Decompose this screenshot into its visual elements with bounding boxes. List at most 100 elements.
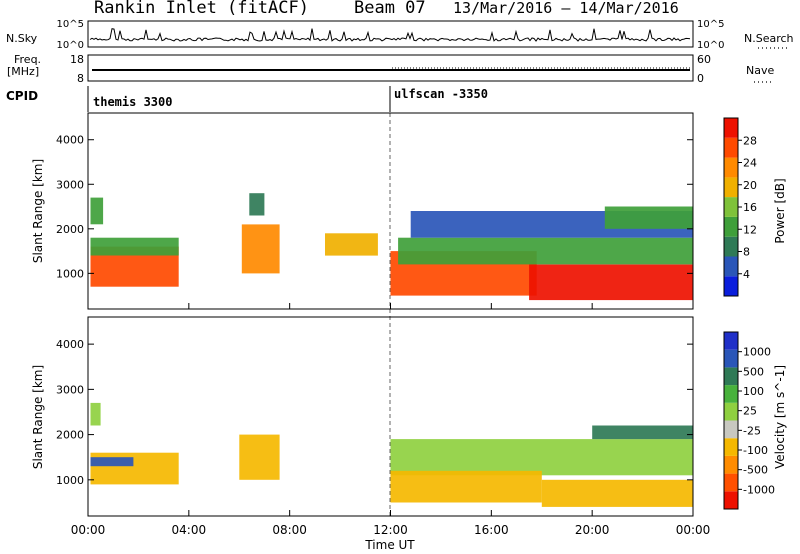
velocity-region-7 [592,425,693,440]
velocity-region-4 [390,439,693,476]
power-colorbar-cell-2 [724,236,738,257]
power-colorbar-cell-3 [724,216,738,237]
nave-tick-bottom: 0 [697,72,704,85]
velocity-panel: 1000 2000 3000 4000 Slant Range [km] 1000 50… [31,303,787,552]
nsky-tick-bottom: 10^0 [57,40,84,51]
nsky-label: N.Sky [6,32,38,45]
x-axis-label: Time UT [364,538,415,552]
velocity-colorbar-label-5: -100 [743,444,768,457]
nsearch-label: N.Search [744,32,794,45]
freq-tick-bottom: 8 [77,72,84,85]
power-colorbar-cell-1 [724,256,738,277]
power-colorbar-cell-8 [724,118,738,138]
velocity-colorbar-label-1: 500 [743,365,764,378]
velocity-region-3 [239,434,280,480]
cpid-segment-2: ulfscan -3350 [394,87,488,101]
power-colorbar-label-1: 24 [743,157,757,170]
freq-unit: [MHz] [7,65,39,78]
power-colorbar-label-4: 12 [743,223,757,236]
date-range: 13/Mar/2016 – 14/Mar/2016 [453,0,679,17]
power-ytick-label-1: 2000 [56,223,84,236]
nsearch-tick-top: 10^5 [697,19,724,30]
power-colorbar-label-6: 4 [743,268,750,281]
xtick-label-1: 04:00 [172,523,207,537]
xtick-label-0: 00:00 [71,523,106,537]
velocity-ytick-label-3: 4000 [56,338,84,351]
power-ytick-label-3: 4000 [56,134,84,147]
power-region-3 [241,224,280,274]
cpid-segment-1: themis 3300 [93,95,172,109]
xtick-label-4: 16:00 [474,523,509,537]
nsky-strip: N.Sky 10^5 10^0 10^5 10^0 N.Search [6,19,794,51]
station-title: Rankin Inlet (fitACF) [94,0,309,18]
beam-label: Beam 07 [354,0,426,18]
velocity-colorbar-label-6: -500 [743,464,768,477]
velocity-colorbar-cell-2 [724,455,738,474]
power-colorbar-cell-4 [724,197,738,217]
velocity-region-2 [90,402,101,426]
velocity-ylabel: Slant Range [km] [31,365,45,469]
nsearch-tick-bottom: 10^0 [697,40,724,51]
velocity-colorbar-label-0: 1000 [743,346,771,359]
freq-frame [87,54,694,82]
cpid-strip: CPID themis 3300 ulfscan -3350 [6,86,488,112]
velocity-colorbar-cell-4 [724,420,738,439]
power-region-7 [398,237,693,265]
power-ytick-label-2: 3000 [56,178,84,191]
power-colorbar-cell-5 [724,177,738,198]
velocity-colorbar: 1000 500 100 25 -25 -100 -500 -1000 [723,331,775,510]
freq-tick-top: 18 [70,53,84,66]
velocity-colorbar-label: Velocity [m s^-1] [773,365,787,469]
power-region-1 [90,237,179,256]
velocity-colorbar-frame [723,331,739,510]
power-ytick-label-0: 1000 [56,267,84,280]
freq-label: Freq. [14,53,41,66]
power-colorbar-label-3: 16 [743,201,757,214]
velocity-colorbar-cell-9 [724,332,738,350]
power-colorbar-label-0: 28 [743,134,757,147]
velocity-colorbar-label-4: -25 [743,424,761,437]
power-colorbar-cell-6 [724,157,738,178]
velocity-colorbar-cell-1 [724,473,738,492]
power-region-5 [325,233,378,256]
power-colorbar-label-2: 20 [743,179,757,192]
power-colorbar: 28 24 20 16 12 8 4 [723,117,757,297]
velocity-region-1 [90,457,134,467]
xtick-label-6: 00:00 [676,523,711,537]
velocity-colorbar-cell-8 [724,349,738,368]
power-colorbar-label: Power [dB] [773,178,787,243]
power-region-2 [90,197,104,225]
nsky-line [89,28,691,42]
freq-strip: Freq. [MHz] 18 8 60 0 Nave [7,53,774,85]
velocity-colorbar-cell-6 [724,385,738,403]
velocity-colorbar-label-7: -1000 [743,483,775,496]
power-colorbar-label-5: 8 [743,246,750,259]
power-region-8 [529,264,693,301]
power-panel: 1000 2000 3000 4000 Slant Range [km] 28 24 20… [31,112,787,310]
velocity-region-5 [390,470,542,503]
velocity-colorbar-cell-3 [724,438,738,456]
nave-tick-top: 60 [697,53,711,66]
velocity-colorbar-label-3: 25 [743,405,757,418]
power-ylabel: Slant Range [km] [31,159,45,263]
power-heatmap [90,193,693,301]
velocity-colorbar-cell-0 [724,491,738,509]
power-colorbar-cell-0 [724,276,738,296]
velocity-region-6 [541,479,694,507]
velocity-colorbar-label-2: 100 [743,385,764,398]
velocity-colorbar-cell-5 [724,402,738,421]
nsky-frame [87,20,694,48]
velocity-ytick-label-2: 3000 [56,383,84,396]
velocity-ytick-label-1: 2000 [56,429,84,442]
velocity-ytick-label-0: 1000 [56,474,84,487]
velocity-colorbar-cell-7 [724,367,738,386]
xtick-label-3: 12:00 [373,523,408,537]
nsky-tick-top: 10^5 [57,19,84,30]
nave-label: Nave [746,64,774,77]
power-region-10 [604,206,693,229]
cpid-label: CPID [6,89,38,103]
power-colorbar-cell-7 [724,137,738,158]
xtick-label-2: 08:00 [272,523,307,537]
power-region-4 [249,193,265,216]
